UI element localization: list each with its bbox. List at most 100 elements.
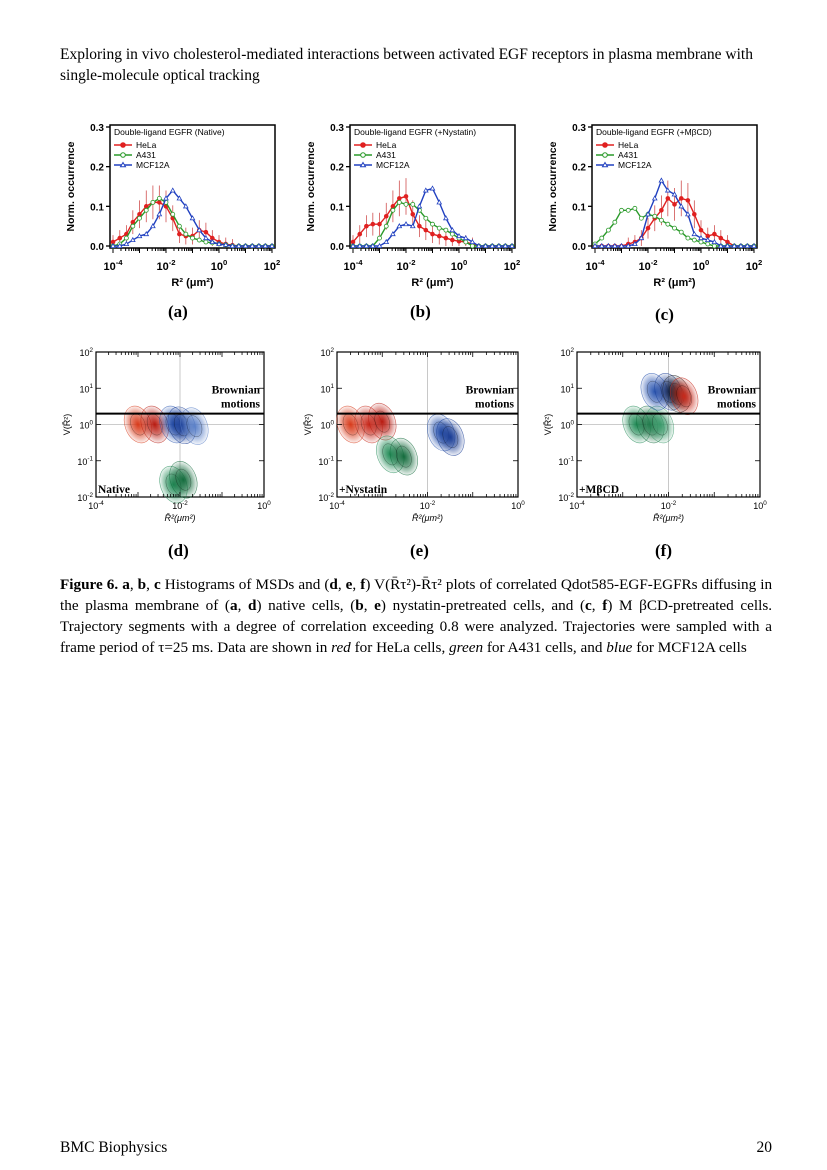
data-point-HeLa	[698, 227, 704, 233]
panel-label-a: (a)	[168, 302, 188, 321]
data-point-HeLa	[692, 211, 697, 217]
data-point-MCF12A	[592, 242, 598, 248]
data-point-MCF12A	[496, 242, 502, 248]
data-point-MCF12A	[129, 236, 136, 243]
panel-label-e: (e)	[410, 541, 429, 560]
x-tick-label: 10-2	[420, 500, 436, 511]
data-point-MCF12A	[256, 242, 262, 248]
data-point-MCF12A	[403, 221, 409, 227]
x-axis-label: R² (μm²)	[411, 277, 454, 289]
data-point-MCF12A	[356, 242, 363, 248]
data-point-MCF12A	[598, 242, 605, 248]
x-axis-label: R² (μm²)	[653, 277, 696, 289]
data-point-MCF12A	[229, 242, 236, 248]
x-axis-label: R² (μm²)	[171, 277, 214, 289]
x-tick-label: 10-4	[343, 258, 363, 273]
data-point-MCF12A	[645, 211, 651, 217]
y-tick-label: 0.0	[330, 242, 344, 253]
data-point-A431	[176, 223, 182, 229]
data-point-A431	[652, 213, 658, 219]
density-cluster-MCF12A	[180, 407, 209, 445]
data-point-HeLa	[410, 211, 416, 217]
data-point-MCF12A	[489, 242, 496, 248]
data-point-MCF12A	[182, 203, 189, 209]
data-point-MCF12A	[216, 240, 222, 247]
data-point-A431	[156, 195, 162, 201]
caption-text: Histograms of MSDs and (	[160, 576, 330, 593]
brownian-region-label: motions	[475, 398, 515, 410]
data-point-A431	[150, 199, 156, 205]
y-tick-label: 10-1	[318, 456, 334, 467]
data-point-MCF12A	[658, 177, 665, 183]
data-point-HeLa	[130, 219, 136, 225]
data-point-HeLa	[370, 221, 376, 227]
caption-ref: e	[345, 576, 353, 593]
caption-text: ,	[363, 597, 375, 614]
data-point-MCF12A	[196, 227, 203, 233]
caption-ref: b	[137, 576, 147, 593]
legend-title: Double-ligand EGFR (+MβCD)	[596, 127, 712, 137]
data-point-MCF12A	[678, 203, 685, 209]
y-axis-label: Norm. occurrence	[65, 141, 77, 231]
legend-label: A431	[376, 150, 396, 160]
data-point-A431	[705, 241, 711, 247]
data-point-MCF12A	[363, 242, 370, 248]
data-point-MCF12A	[249, 242, 256, 248]
data-point-MCF12A	[110, 242, 116, 248]
legend-marker	[120, 142, 126, 148]
legend-label: A431	[618, 150, 638, 160]
legend-marker	[602, 142, 608, 148]
y-tick-label: 0.1	[90, 202, 104, 213]
x-tick-label: 100	[753, 500, 767, 511]
y-axis-label: V(R̄²)	[62, 414, 72, 436]
legend-label: MCF12A	[136, 160, 170, 170]
data-point-A431	[137, 215, 142, 221]
condition-annotation: +MβCD	[579, 484, 619, 496]
y-tick-label: 10-2	[318, 492, 334, 503]
data-point-A431	[430, 221, 435, 227]
data-point-HeLa	[712, 231, 717, 237]
y-tick-label: 102	[79, 347, 93, 358]
data-point-MCF12A	[638, 234, 645, 241]
data-point-MCF12A	[717, 242, 724, 248]
histogram-panel-c: 0.0 0.1 0.2 0.3 10-4 10-2 100 102 R² (μm²) Norm. …	[547, 123, 762, 289]
x-tick-label: 100	[511, 500, 525, 511]
data-point-HeLa	[403, 194, 409, 199]
panel-label-f: (f)	[655, 541, 672, 560]
histogram-panel-a: 0.0 0.1 0.2 0.3 10-4 10-2 100 102 R² (μm²) Norm. …	[65, 123, 280, 289]
x-tick-label: 100	[451, 258, 468, 273]
x-tick-label: 10-2	[172, 500, 188, 511]
data-point-A431	[612, 219, 618, 225]
data-point-A431	[463, 239, 469, 245]
data-point-HeLa	[423, 227, 429, 233]
caption-text: for A431 cells, and	[483, 639, 607, 656]
legend-marker	[602, 152, 608, 158]
data-point-A431	[632, 205, 638, 211]
data-point-HeLa	[143, 204, 149, 209]
y-tick-label: 101	[320, 383, 334, 394]
data-point-MCF12A	[698, 234, 704, 241]
caption-emph: blue	[606, 639, 633, 656]
x-tick-label: 10-4	[585, 258, 605, 273]
y-tick-label: 10-1	[77, 456, 93, 467]
y-axis-label: Norm. occurrence	[305, 141, 317, 231]
caption-ref: a	[118, 576, 130, 593]
data-point-MCF12A	[475, 242, 482, 248]
data-point-MCF12A	[369, 242, 376, 248]
data-point-A431	[183, 231, 189, 237]
y-tick-label: 0.3	[330, 123, 344, 134]
data-point-HeLa	[436, 233, 442, 239]
data-point-HeLa	[350, 239, 356, 245]
legend-marker	[119, 161, 127, 168]
data-point-A431	[665, 221, 671, 227]
caption-text: ,	[237, 597, 249, 614]
data-point-MCF12A	[409, 223, 416, 229]
x-tick-label: 10-2	[156, 258, 175, 273]
data-point-A431	[203, 239, 209, 245]
legend-label: MCF12A	[376, 160, 410, 170]
data-point-A431	[130, 223, 136, 229]
data-point-MCF12A	[262, 242, 269, 248]
caption-ref: f	[360, 576, 366, 593]
